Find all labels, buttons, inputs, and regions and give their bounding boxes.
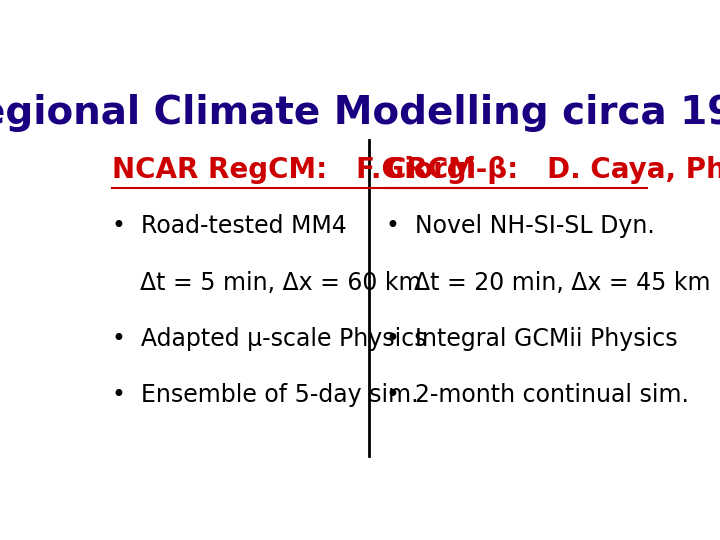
Text: Regional Climate Modelling circa 1991: Regional Climate Modelling circa 1991 [0, 94, 720, 132]
Text: Δt = 5 min, Δx = 60 km: Δt = 5 min, Δx = 60 km [140, 271, 422, 295]
Text: •  Ensemble of 5-day sim.: • Ensemble of 5-day sim. [112, 383, 419, 407]
Text: NCAR RegCM:   F.Giorgi: NCAR RegCM: F.Giorgi [112, 156, 477, 184]
Text: •  2-month continual sim.: • 2-month continual sim. [386, 383, 688, 407]
Text: •  Integral GCMii Physics: • Integral GCMii Physics [386, 327, 678, 351]
Text: •  Road-tested MM4: • Road-tested MM4 [112, 214, 347, 239]
Text: •  Novel NH-SI-SL Dyn.: • Novel NH-SI-SL Dyn. [386, 214, 654, 239]
Text: •  Adapted μ-scale Physics: • Adapted μ-scale Physics [112, 327, 427, 351]
Text: CRCM-β:   D. Caya, PhD: CRCM-β: D. Caya, PhD [386, 156, 720, 184]
Text: Δt = 20 min, Δx = 45 km: Δt = 20 min, Δx = 45 km [414, 271, 710, 295]
